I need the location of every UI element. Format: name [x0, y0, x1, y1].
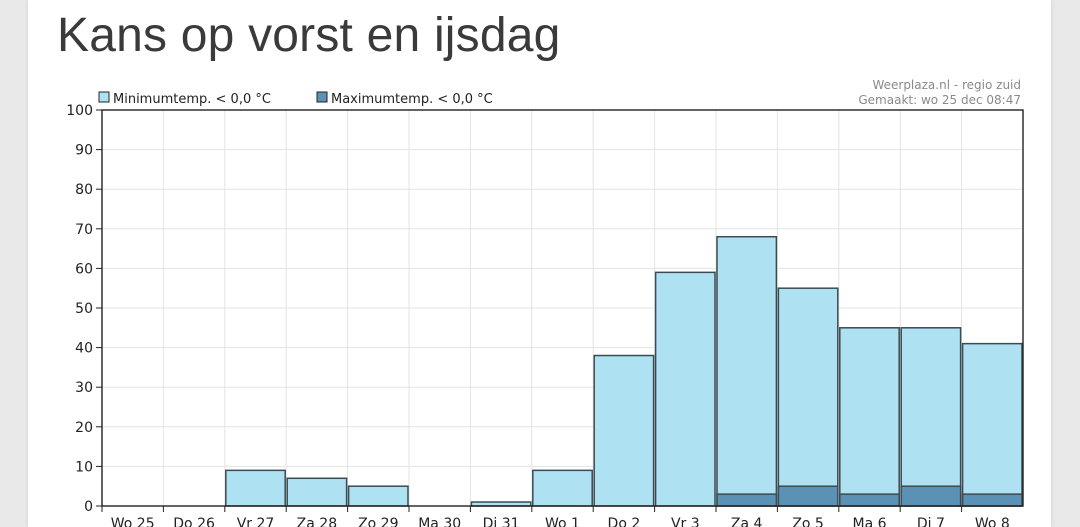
chart-created: Gemaakt: wo 25 dec 08:47 — [858, 93, 1021, 107]
frost-chart: 0 10 20 30 40 50 60 70 80 90 100 Wo 25 Do 26 Vr 27 Za … — [66, 78, 1024, 527]
bars — [225, 235, 1023, 507]
bar-min-temp — [593, 354, 655, 507]
x-tick-label: Wo 1 — [545, 516, 580, 527]
x-tick-label: Ma 6 — [852, 516, 886, 527]
x-tick-label: Wo 8 — [975, 516, 1010, 527]
legend-label: Maximumtemp. < 0,0 °C — [331, 92, 493, 107]
x-tick-label: Zo 29 — [358, 516, 398, 527]
page-title: Kans op vorst en ijsdag — [57, 9, 561, 62]
bar-min-temp — [961, 342, 1023, 507]
bar-max-temp — [716, 493, 778, 507]
bar-max-temp — [839, 493, 900, 507]
chart-card: Kans op vorst en ijsdag 0 10 20 30 40 50 60 70 8… — [28, 0, 1051, 527]
y-tick-label: 20 — [75, 420, 93, 436]
x-axis: Wo 25 Do 26 Vr 27 Za 28 Zo 29 Ma 30 Di 31 Wo 1 D… — [101, 506, 1010, 527]
legend: Minimumtemp. < 0,0 °C Maximumtemp. < 0,0 … — [98, 91, 493, 107]
legend-swatch — [316, 91, 328, 103]
bar-min-temp — [286, 477, 348, 507]
bar-max-temp — [777, 485, 839, 507]
x-tick-label: Do 2 — [608, 516, 641, 527]
x-tick-label: Wo 25 — [111, 516, 155, 527]
bar-min-temp — [839, 327, 900, 507]
y-tick-label: 70 — [75, 222, 93, 238]
y-axis: 0 10 20 30 40 50 60 70 80 90 100 — [66, 103, 102, 515]
y-tick-label: 100 — [66, 103, 93, 119]
bar-min-temp — [654, 271, 716, 507]
legend-swatch — [98, 91, 110, 103]
bar-max-temp — [900, 485, 962, 507]
x-tick-label: Za 4 — [731, 516, 763, 527]
legend-label: Minimumtemp. < 0,0 °C — [113, 92, 271, 107]
y-tick-label: 60 — [75, 261, 93, 277]
x-tick-label: Do 26 — [173, 516, 215, 527]
y-tick-label: 80 — [75, 182, 93, 198]
x-tick-label: Za 28 — [297, 516, 337, 527]
bar-min-temp — [716, 235, 778, 507]
y-tick-label: 50 — [75, 301, 93, 317]
x-tick-label: Zo 5 — [792, 516, 824, 527]
bar-min-temp — [777, 287, 839, 507]
x-tick-label: Vr 3 — [671, 516, 700, 527]
x-tick-label: Ma 30 — [418, 516, 461, 527]
y-tick-label: 90 — [75, 143, 93, 159]
y-tick-label: 0 — [84, 499, 93, 515]
bar-min-temp — [225, 469, 286, 507]
y-tick-label: 30 — [75, 380, 93, 396]
y-tick-label: 10 — [75, 459, 93, 475]
chart-source: Weerplaza.nl - regio zuid — [872, 78, 1021, 92]
x-tick-label: Vr 27 — [237, 516, 275, 527]
x-tick-label: Di 7 — [917, 516, 945, 527]
y-tick-label: 40 — [75, 341, 93, 357]
bar-min-temp — [900, 327, 962, 507]
bar-max-temp — [961, 493, 1023, 507]
bar-min-temp — [532, 469, 593, 507]
x-tick-label: Di 31 — [483, 516, 520, 527]
bar-min-temp — [347, 485, 409, 507]
